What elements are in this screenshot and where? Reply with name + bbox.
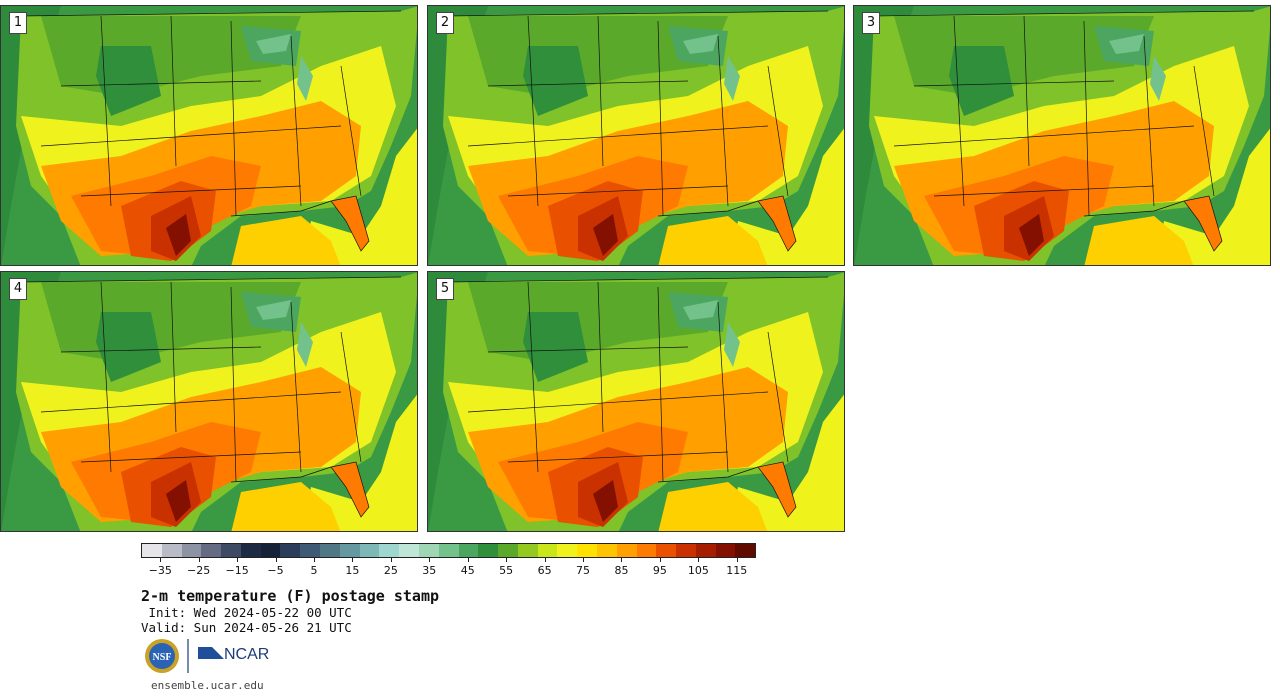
colorbar-tick — [736, 558, 738, 562]
panel-number: 2 — [436, 12, 454, 34]
temperature-map — [428, 272, 845, 532]
colorbar-swatch — [458, 544, 479, 557]
colorbar-swatch — [181, 544, 202, 557]
colorbar-tick — [621, 558, 623, 562]
nsf-logo: NSF — [145, 639, 179, 673]
colorbar-tick-label: −5 — [267, 564, 284, 577]
colorbar-tick — [352, 558, 354, 562]
init-time: Init: Wed 2024-05-22 00 UTC — [141, 605, 352, 620]
colorbar-tick — [506, 558, 508, 562]
colorbar-swatch — [517, 544, 538, 557]
colorbar-tick — [429, 558, 431, 562]
site-url: ensemble.ucar.edu — [151, 679, 264, 692]
colorbar-tick-label: 115 — [726, 564, 748, 577]
colorbar-tick — [544, 558, 546, 562]
colorbar-tick-label: 105 — [687, 564, 709, 577]
colorbar-tick-label: 25 — [383, 564, 398, 577]
map-panel: 1 — [0, 5, 418, 266]
map-panel: 4 — [0, 271, 418, 532]
colorbar-tick — [313, 558, 315, 562]
colorbar-tick — [275, 558, 277, 562]
ncar-logo: NCAR — [198, 646, 269, 663]
panel-number: 4 — [9, 278, 27, 300]
temperature-map — [1, 272, 418, 532]
colorbar-tick-label: 45 — [460, 564, 475, 577]
colorbar-swatch — [656, 544, 677, 557]
colorbar-swatch — [735, 544, 756, 557]
colorbar-tick-label: 85 — [614, 564, 629, 577]
colorbar-tick-label: 95 — [652, 564, 667, 577]
temperature-map — [854, 6, 1271, 266]
colorbar-swatch — [221, 544, 241, 557]
colorbar-tick — [659, 558, 661, 562]
colorbar-swatch — [715, 544, 736, 557]
colorbar-swatch — [596, 544, 617, 557]
map-panel: 2 — [427, 5, 845, 266]
colorbar-tick-label: −15 — [225, 564, 249, 577]
panel-number: 3 — [862, 12, 880, 34]
colorbar-tick — [198, 558, 200, 562]
colorbar-tick-label: 65 — [537, 564, 552, 577]
colorbar-swatch — [359, 544, 380, 557]
plot-title: 2-m temperature (F) postage stamp — [141, 587, 440, 605]
colorbar-tick-label: 35 — [422, 564, 437, 577]
colorbar-swatch — [240, 544, 261, 557]
colorbar-swatch — [557, 544, 578, 557]
colorbar-tick-label: −35 — [148, 564, 172, 577]
panel-number: 5 — [436, 278, 454, 300]
colorbar-tick — [698, 558, 700, 562]
temperature-map — [1, 6, 418, 266]
colorbar-swatch — [320, 544, 340, 557]
colorbar-swatch — [260, 544, 281, 557]
colorbar-swatch — [438, 544, 459, 557]
svg-text:NSF: NSF — [153, 652, 172, 663]
valid-time: Valid: Sun 2024-05-26 21 UTC — [141, 620, 352, 635]
colorbar-swatch — [478, 544, 499, 557]
colorbar-swatch — [537, 544, 558, 557]
colorbar-swatch — [577, 544, 597, 557]
colorbar-swatch — [616, 544, 637, 557]
svg-text:NCAR: NCAR — [224, 646, 269, 663]
colorbar-swatch — [498, 544, 518, 557]
colorbar-swatch — [161, 544, 182, 557]
colorbar-swatch — [142, 544, 162, 557]
colorbar-swatch — [280, 544, 301, 557]
colorbar-swatch — [339, 544, 360, 557]
colorbar-tick-label: 15 — [345, 564, 360, 577]
map-panel: 5 — [427, 271, 845, 532]
colorbar-swatch — [636, 544, 657, 557]
colorbar-tick — [237, 558, 239, 562]
colorbar-swatch — [201, 544, 222, 557]
colorbar-swatch — [695, 544, 716, 557]
colorbar-swatch — [300, 544, 321, 557]
colorbar-tick — [583, 558, 585, 562]
colorbar-swatch — [399, 544, 419, 557]
panel-number: 1 — [9, 12, 27, 34]
temperature-map — [428, 6, 845, 266]
colorbar-swatch — [676, 544, 696, 557]
colorbar-tick-label: −25 — [187, 564, 211, 577]
colorbar — [141, 543, 756, 558]
map-panel: 3 — [853, 5, 1271, 266]
colorbar-tick-label: 55 — [499, 564, 514, 577]
colorbar-tick — [467, 558, 469, 562]
colorbar-ticks: −35 −25 −15 −5 5 15 25 35 45 55 65 75 85 95 105 115 — [141, 558, 756, 580]
colorbar-tick — [390, 558, 392, 562]
colorbar-tick-label: 75 — [576, 564, 591, 577]
colorbar-swatch — [418, 544, 439, 557]
logos: NSF NCAR — [145, 639, 269, 673]
colorbar-tick-label: 5 — [310, 564, 318, 577]
colorbar-tick — [160, 558, 162, 562]
colorbar-swatch — [379, 544, 400, 557]
